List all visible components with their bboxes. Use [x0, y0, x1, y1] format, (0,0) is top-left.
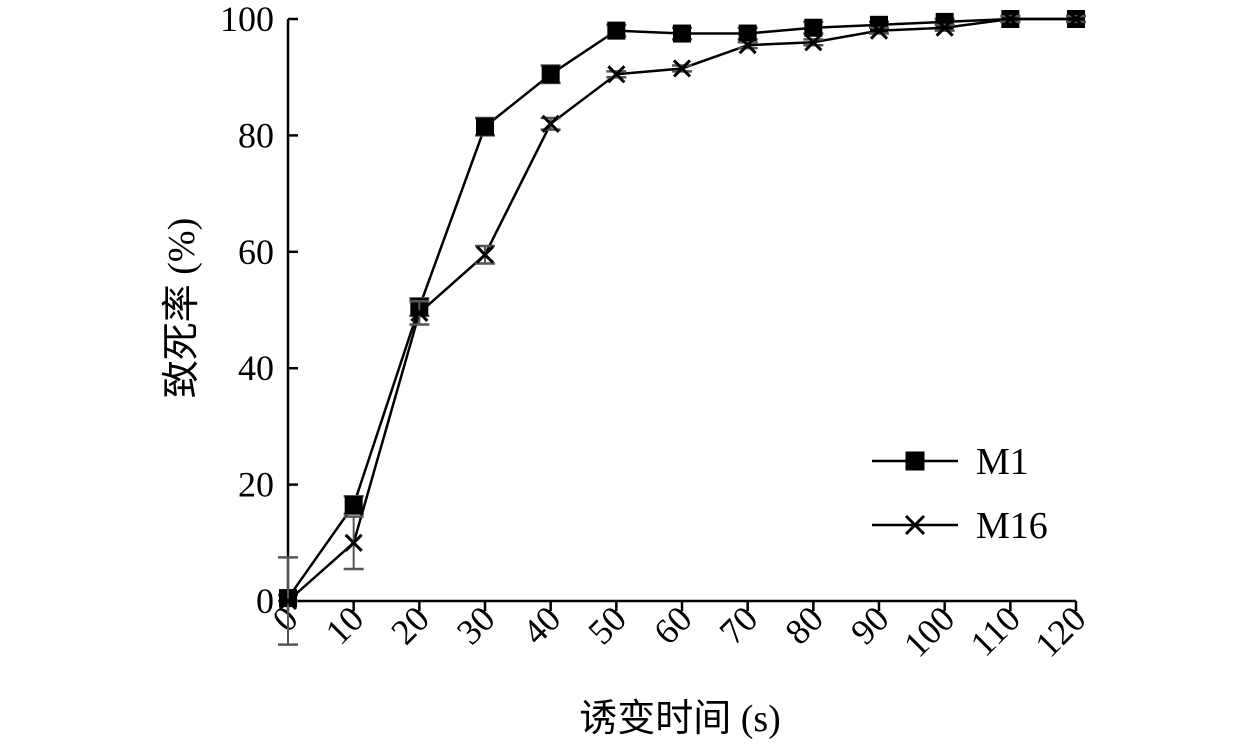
y-tick-label: 100 — [220, 0, 274, 39]
legend-marker-x — [904, 514, 926, 536]
legend-label: M1 — [976, 441, 1029, 483]
x-tick-label: 40 — [515, 598, 569, 652]
data-point-M16 — [475, 245, 495, 264]
data-point-M1 — [673, 24, 691, 43]
x-tick-label: 20 — [383, 598, 437, 652]
data-point-M16 — [410, 303, 429, 322]
legend-marker-square — [905, 451, 925, 471]
x-tick-label: 10 — [318, 598, 372, 652]
data-point-M16 — [607, 65, 626, 84]
legend-item-M1: M1 — [872, 441, 1029, 483]
y-axis-title: 致死率 (%) — [161, 218, 203, 398]
x-tick-label: 30 — [449, 598, 503, 652]
series-layer — [278, 9, 1086, 646]
x-tick-label: 50 — [580, 598, 634, 652]
legend-label: M16 — [976, 505, 1048, 547]
data-point-M16 — [541, 114, 560, 133]
data-point-M16 — [344, 533, 363, 552]
data-point-M1 — [804, 18, 823, 37]
y-tick-label: 60 — [238, 232, 274, 272]
series-M16 — [278, 9, 1086, 646]
y-tick-label: 80 — [238, 115, 274, 155]
x-tick-label: 110 — [962, 598, 1028, 664]
data-point-M1 — [476, 117, 494, 136]
legend: M1 M16 — [872, 441, 1048, 547]
data-point-M1 — [541, 65, 560, 84]
y-tick-label: 20 — [238, 465, 274, 505]
x-tick-label: 120 — [1027, 598, 1093, 664]
y-tick-label: 40 — [238, 348, 274, 388]
x-tick-label: 100 — [896, 598, 962, 664]
legend-item-M16: M16 — [872, 505, 1048, 547]
data-point-M16 — [804, 33, 823, 52]
data-point-M1 — [607, 21, 626, 40]
series-line-M1 — [286, 17, 1076, 599]
data-point-M16 — [935, 18, 954, 37]
data-point-M16 — [869, 21, 889, 40]
data-point-M16 — [1066, 9, 1086, 29]
x-tick-label: 80 — [777, 598, 831, 652]
series-M1 — [278, 10, 1086, 608]
data-point-M16 — [672, 59, 692, 78]
y-tick-label: 0 — [256, 581, 274, 621]
x-tick-label: 90 — [843, 598, 897, 652]
data-point-M16 — [1001, 9, 1020, 29]
series-line-M16 — [287, 17, 1076, 602]
data-point-M1 — [344, 495, 363, 514]
data-point-M16 — [278, 591, 298, 611]
x-axis-title: 诱变时间 (s) — [579, 698, 781, 740]
data-point-M16 — [738, 36, 757, 55]
x-tick-label: 60 — [646, 598, 700, 652]
x-tick-label: 70 — [712, 598, 766, 652]
